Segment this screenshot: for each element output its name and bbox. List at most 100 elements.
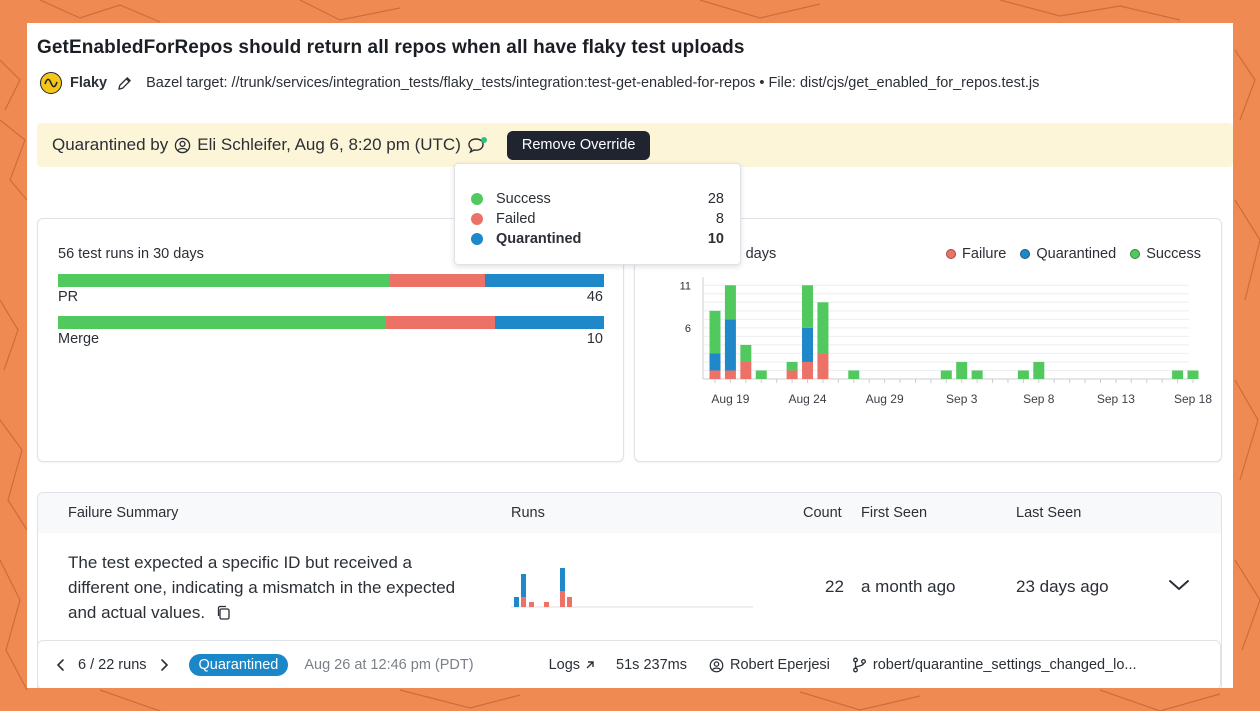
bar-quarantined[interactable]: [724, 319, 736, 371]
test-meta-row: Flaky Bazel target: //trunk/services/int…: [40, 71, 1039, 95]
run-branch[interactable]: robert/quarantine_settings_changed_lo...: [852, 657, 1137, 673]
merge-count: 10: [586, 331, 603, 347]
col-count: Count: [803, 505, 842, 521]
tooltip-success-dot: [471, 193, 483, 205]
legend-success[interactable]: Success: [1130, 246, 1201, 262]
comment-notification-dot: [480, 136, 487, 143]
pr-failed-segment: [389, 274, 485, 287]
run-position: 6 / 22 runs: [78, 657, 147, 673]
x-tick-label: Aug 29: [866, 392, 904, 406]
comment-icon[interactable]: [467, 136, 487, 154]
tooltip-row-failed: Failed 8: [471, 209, 724, 229]
tooltip-success-label: Success: [496, 191, 551, 207]
chevron-right-icon[interactable]: [159, 658, 169, 672]
bar-success[interactable]: [709, 310, 721, 354]
spark-bar: [521, 574, 526, 597]
x-tick-label: Sep 13: [1097, 392, 1135, 406]
tooltip-row-success: Success 28: [471, 189, 724, 209]
bar-failure[interactable]: [817, 353, 829, 379]
legend-failure[interactable]: Failure: [946, 246, 1006, 262]
bar-success[interactable]: [740, 344, 752, 362]
spark-bar: [544, 602, 549, 607]
bar-success[interactable]: [724, 285, 736, 320]
merge-quarantined-segment: [494, 316, 604, 329]
quarantine-prefix: Quarantined by: [52, 135, 169, 154]
test-details-panel: GetEnabledForRepos should return all rep…: [27, 23, 1233, 688]
x-tick-label: Sep 18: [1174, 392, 1212, 406]
merge-failed-segment: [385, 316, 495, 329]
runs-sparkline: [511, 568, 753, 608]
tooltip-failed-label: Failed: [496, 211, 536, 227]
test-runs-heading: 56 test runs in 30 days: [58, 246, 204, 262]
bar-success[interactable]: [1172, 370, 1184, 379]
pr-success-segment: [58, 274, 390, 287]
bar-success[interactable]: [940, 370, 952, 379]
bar-quarantined[interactable]: [802, 327, 814, 362]
run-status-badge: Quarantined: [188, 654, 289, 676]
bar-failure[interactable]: [709, 370, 721, 379]
last-seen-value: 23 days ago: [1016, 577, 1109, 596]
tooltip-quarantined-value: 10: [707, 231, 724, 247]
run-timestamp: Aug 26 at 12:46 pm (PDT): [304, 657, 474, 673]
git-branch-icon: [852, 657, 866, 673]
bar-failure[interactable]: [786, 370, 798, 379]
bar-quarantined[interactable]: [709, 353, 721, 371]
bar-success[interactable]: [848, 370, 860, 379]
bar-success[interactable]: [802, 285, 814, 328]
edit-pencil-icon[interactable]: [117, 76, 132, 91]
chevron-left-icon[interactable]: [56, 658, 66, 672]
x-tick-label: Sep 8: [1023, 392, 1055, 406]
legend-success-swatch: [1130, 249, 1141, 259]
legend-failure-swatch: [946, 249, 957, 259]
bar-success[interactable]: [971, 370, 983, 379]
copy-icon[interactable]: [216, 603, 232, 628]
failure-count: 22: [825, 577, 844, 596]
run-duration: 51s 237ms: [616, 657, 687, 673]
quarantined-by: Eli Schleifer, Aug 6, 8:20 pm (UTC): [174, 135, 461, 155]
legend-quarantined-label: Quarantined: [1036, 246, 1117, 262]
bar-success[interactable]: [956, 361, 968, 379]
spark-bar: [560, 591, 565, 607]
pr-label: PR: [58, 289, 79, 305]
bar-success[interactable]: [786, 361, 798, 371]
external-link-icon: [586, 661, 594, 669]
tooltip-quarantined-dot: [471, 233, 483, 245]
legend-quarantined-swatch: [1020, 249, 1031, 259]
run-author[interactable]: Robert Eperjesi: [709, 657, 830, 673]
legend-quarantined[interactable]: Quarantined: [1020, 246, 1116, 262]
chevron-down-icon[interactable]: [1168, 578, 1190, 597]
first-seen-value: a month ago: [861, 577, 956, 596]
quarantine-banner: Quarantined by Eli Schleifer, Aug 6, 8:2…: [37, 123, 1233, 167]
bar-failure[interactable]: [740, 361, 752, 379]
x-tick-label: Sep 3: [946, 392, 978, 406]
legend-failure-label: Failure: [962, 246, 1007, 262]
y-tick-label: 11: [680, 280, 691, 292]
bar-success[interactable]: [1187, 370, 1199, 379]
spark-bar: [560, 568, 565, 591]
x-tick-label: Aug 19: [711, 392, 749, 406]
bar-success[interactable]: [817, 302, 829, 354]
bar-success[interactable]: [1033, 361, 1045, 379]
logs-link[interactable]: Logs: [549, 657, 596, 673]
pr-runs-bar[interactable]: [58, 274, 604, 287]
tooltip-success-value: 28: [707, 191, 724, 207]
branch-name: robert/quarantine_settings_changed_lo...: [872, 657, 1137, 673]
bar-success[interactable]: [1017, 370, 1029, 379]
bar-failure[interactable]: [802, 361, 814, 379]
run-navigation-bar: 6 / 22 runs Quarantined Aug 26 at 12:46 …: [37, 640, 1221, 688]
table-header: Failure Summary Runs Count First Seen La…: [38, 493, 1221, 533]
merge-runs-bar[interactable]: [58, 316, 604, 329]
chart-legend: Failure Quarantined Success: [932, 246, 1201, 262]
remove-override-button[interactable]: Remove Override: [506, 130, 651, 160]
bar-failure[interactable]: [724, 370, 736, 379]
flaky-status-icon: [40, 72, 62, 94]
bazel-target-text: Bazel target: //trunk/services/integrati…: [146, 75, 1040, 91]
col-last-seen: Last Seen: [1016, 505, 1082, 521]
legend-success-label: Success: [1146, 246, 1201, 262]
failure-summary-table: Failure Summary Runs Count First Seen La…: [37, 492, 1222, 688]
bar-success[interactable]: [755, 370, 767, 379]
spark-bar: [521, 597, 526, 607]
runs-tooltip: Success 28 Failed 8 Quarantined 10: [454, 163, 741, 265]
page-title: GetEnabledForRepos should return all rep…: [37, 37, 745, 58]
